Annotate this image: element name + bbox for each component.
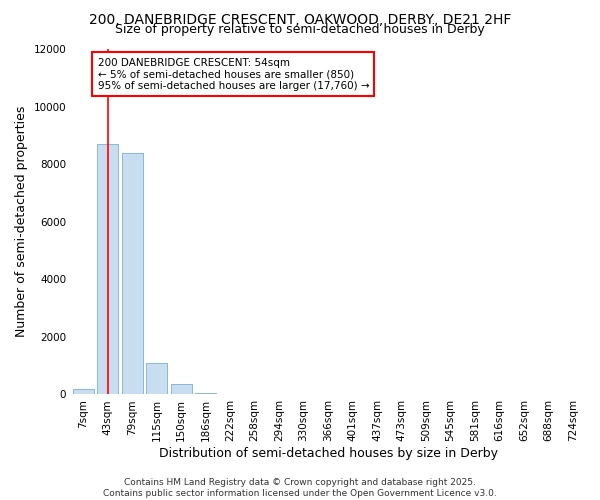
Bar (171, 384, 191, 394)
X-axis label: Distribution of semi-detached houses by size in Derby: Distribution of semi-detached houses by … (158, 447, 497, 460)
Text: Size of property relative to semi-detached houses in Derby: Size of property relative to semi-detach… (115, 22, 485, 36)
Text: 200 DANEBRIDGE CRESCENT: 54sqm
← 5% of semi-detached houses are smaller (850)
95: 200 DANEBRIDGE CRESCENT: 54sqm ← 5% of s… (98, 58, 369, 91)
Bar (122, 152, 143, 394)
Bar (196, 392, 216, 394)
Text: Contains HM Land Registry data © Crown copyright and database right 2025.
Contai: Contains HM Land Registry data © Crown c… (103, 478, 497, 498)
Y-axis label: Number of semi-detached properties: Number of semi-detached properties (15, 106, 28, 338)
Bar (146, 363, 167, 394)
Bar (73, 388, 94, 394)
Bar (97, 144, 118, 395)
Text: 200, DANEBRIDGE CRESCENT, OAKWOOD, DERBY, DE21 2HF: 200, DANEBRIDGE CRESCENT, OAKWOOD, DERBY… (89, 12, 511, 26)
